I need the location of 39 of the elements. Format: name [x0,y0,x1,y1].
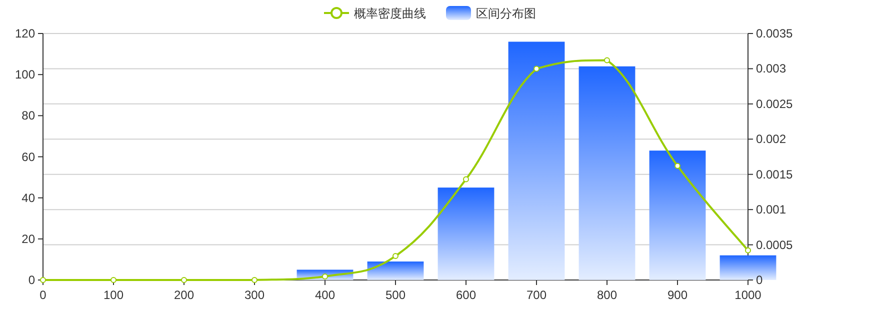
y2-tick-label: 0.001 [756,202,786,217]
y-tick-label: 100 [14,68,36,82]
y2-tick-label: 0.003 [756,62,786,76]
point [252,277,258,283]
x-tick-label: 1000 [734,288,762,302]
x-tick-label: 400 [314,288,336,302]
point [463,176,469,182]
y2-tick-label: 0 [756,273,763,287]
point [674,162,680,169]
y2-tick-label: 0.0025 [756,96,794,111]
point [392,253,398,260]
y-tick-label: 120 [14,26,36,40]
x-tick-label: 200 [174,288,194,302]
y-tick-label: 40 [22,190,36,205]
y2-tick-label: 0.0005 [756,238,794,252]
x-tick-label: 500 [385,288,406,302]
y2-tick-label: 0.0035 [756,26,794,40]
x-tick-label: 600 [456,288,476,302]
y2-tick-label: 0.0015 [756,167,794,182]
y-tick-label: 0 [28,273,36,287]
x-tick-label: 900 [667,288,688,302]
x-tick-label: 300 [244,288,265,302]
legend-label: 区间分布图 [476,6,536,20]
point [534,66,540,72]
point [745,247,751,254]
point [40,277,46,283]
x-tick-label: 0 [40,288,47,302]
point [110,277,116,283]
y-tick-label: 80 [22,108,36,123]
x-tick-label: 700 [526,288,547,302]
x-tick-label: 100 [103,288,124,302]
y-tick-label: 20 [22,232,36,246]
x-tick-label: 800 [596,288,618,302]
point [322,273,328,280]
y2-tick-label: 0.002 [756,132,786,146]
point [604,57,610,64]
legend-label: 概率密度曲线 [354,6,426,20]
point [181,277,187,283]
y-tick-label: 60 [22,150,36,164]
